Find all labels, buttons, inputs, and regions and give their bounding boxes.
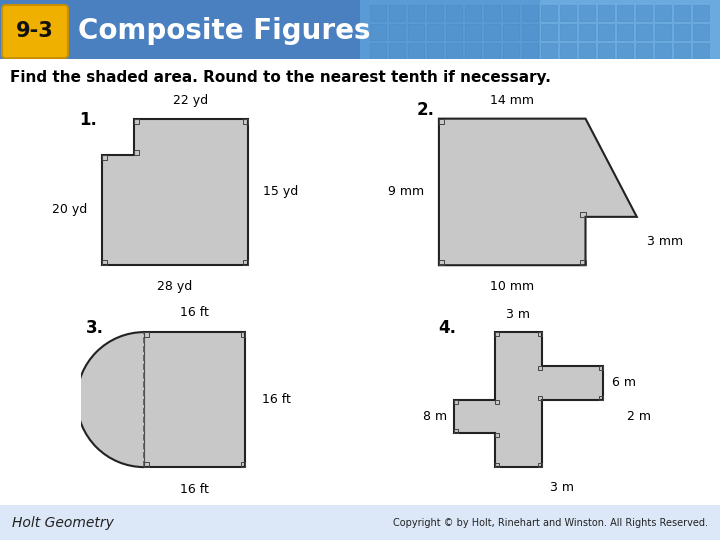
Bar xyxy=(541,24,557,40)
Text: 14 mm: 14 mm xyxy=(490,94,534,107)
Text: 16 ft: 16 ft xyxy=(181,306,210,319)
Bar xyxy=(598,24,614,40)
Bar xyxy=(427,43,443,59)
Bar xyxy=(693,43,709,59)
Bar xyxy=(655,43,671,59)
Bar xyxy=(465,43,481,59)
Text: 2.: 2. xyxy=(417,101,435,119)
Bar xyxy=(617,24,633,40)
Bar xyxy=(560,5,576,21)
Bar xyxy=(560,43,576,59)
Bar xyxy=(541,5,557,21)
Bar xyxy=(674,5,690,21)
Bar xyxy=(560,24,576,40)
Text: 2 m: 2 m xyxy=(627,410,651,423)
Bar xyxy=(389,5,405,21)
Bar xyxy=(144,332,246,467)
Text: 3.: 3. xyxy=(86,319,104,336)
Bar xyxy=(617,43,633,59)
Text: 8 m: 8 m xyxy=(423,410,448,423)
Text: 3 mm: 3 mm xyxy=(647,235,683,248)
Bar xyxy=(579,24,595,40)
Bar xyxy=(655,24,671,40)
Text: Composite Figures: Composite Figures xyxy=(78,17,371,45)
Text: 3 m: 3 m xyxy=(506,308,531,321)
Bar xyxy=(408,24,424,40)
Text: 16 ft: 16 ft xyxy=(181,483,210,496)
Text: 9 mm: 9 mm xyxy=(388,185,424,198)
Bar xyxy=(693,5,709,21)
Bar xyxy=(674,24,690,40)
Bar xyxy=(370,5,386,21)
Bar xyxy=(389,43,405,59)
FancyBboxPatch shape xyxy=(2,5,68,58)
Bar xyxy=(484,43,500,59)
Bar xyxy=(598,43,614,59)
Bar xyxy=(655,5,671,21)
Bar xyxy=(693,24,709,40)
Text: 20 yd: 20 yd xyxy=(52,203,87,216)
Polygon shape xyxy=(102,119,248,265)
Bar xyxy=(636,43,652,59)
Bar xyxy=(427,5,443,21)
Text: Copyright © by Holt, Rinehart and Winston. All Rights Reserved.: Copyright © by Holt, Rinehart and Winsto… xyxy=(393,518,708,528)
Bar xyxy=(370,24,386,40)
Bar xyxy=(617,5,633,21)
Bar xyxy=(446,24,462,40)
Text: Find the shaded area. Round to the nearest tenth if necessary.: Find the shaded area. Round to the neare… xyxy=(10,70,551,85)
Bar xyxy=(465,24,481,40)
Bar xyxy=(503,5,519,21)
Bar xyxy=(370,43,386,59)
Bar xyxy=(465,5,481,21)
Text: 4.: 4. xyxy=(438,319,456,336)
Bar xyxy=(427,24,443,40)
Polygon shape xyxy=(77,332,144,467)
Bar xyxy=(408,5,424,21)
Bar xyxy=(446,43,462,59)
Bar xyxy=(522,24,538,40)
Bar xyxy=(360,0,720,62)
Bar xyxy=(579,43,595,59)
Bar xyxy=(579,5,595,21)
Bar xyxy=(503,24,519,40)
Bar xyxy=(503,43,519,59)
Bar xyxy=(484,24,500,40)
Text: 9-3: 9-3 xyxy=(16,21,54,41)
Bar xyxy=(636,5,652,21)
Text: 1.: 1. xyxy=(80,111,97,129)
Text: 6 m: 6 m xyxy=(612,376,636,389)
Bar xyxy=(446,5,462,21)
Bar xyxy=(522,43,538,59)
Bar xyxy=(408,43,424,59)
Text: 28 yd: 28 yd xyxy=(157,280,192,293)
Bar xyxy=(484,5,500,21)
Text: 22 yd: 22 yd xyxy=(174,94,209,107)
Bar xyxy=(389,24,405,40)
Bar xyxy=(540,0,720,62)
Text: Holt Geometry: Holt Geometry xyxy=(12,516,114,530)
Bar xyxy=(636,24,652,40)
Polygon shape xyxy=(454,332,603,467)
Bar xyxy=(541,43,557,59)
Bar xyxy=(674,43,690,59)
Text: 16 ft: 16 ft xyxy=(261,393,291,406)
Text: 15 yd: 15 yd xyxy=(263,185,298,198)
Text: 10 mm: 10 mm xyxy=(490,280,534,293)
Polygon shape xyxy=(439,119,636,265)
Bar xyxy=(522,5,538,21)
Text: 3 m: 3 m xyxy=(550,481,575,494)
Bar xyxy=(598,5,614,21)
